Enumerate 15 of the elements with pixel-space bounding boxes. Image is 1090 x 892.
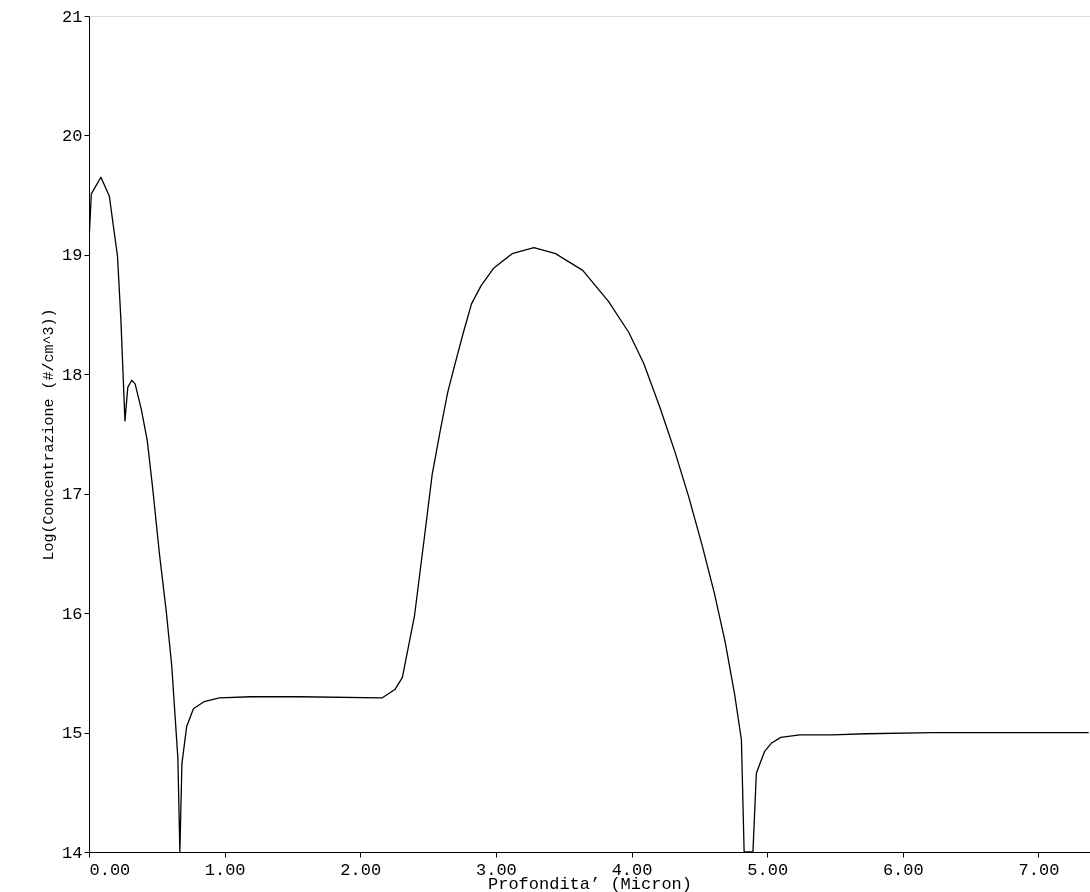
- x-tick-label: 7.00: [1018, 860, 1060, 880]
- y-tick-label: 18: [62, 365, 83, 385]
- y-tick-label: 19: [62, 246, 83, 266]
- x-tick-label: 6.00: [882, 860, 924, 880]
- y-tick-label: 16: [62, 604, 83, 624]
- x-tick-label: 2.00: [340, 860, 382, 880]
- y-tick-label: 17: [62, 485, 83, 505]
- y-tick-label: 21: [62, 7, 83, 27]
- x-tick-label: 1.00: [204, 860, 246, 880]
- y-tick-label: 15: [62, 724, 83, 744]
- y-tick-label: 20: [62, 126, 83, 146]
- y-axis-title: Log(Concentrazione (#/cm^3)): [41, 308, 59, 561]
- y-tick-label: 14: [62, 843, 83, 863]
- x-tick-label: 0.00: [89, 860, 131, 880]
- x-tick-label: 5.00: [747, 860, 789, 880]
